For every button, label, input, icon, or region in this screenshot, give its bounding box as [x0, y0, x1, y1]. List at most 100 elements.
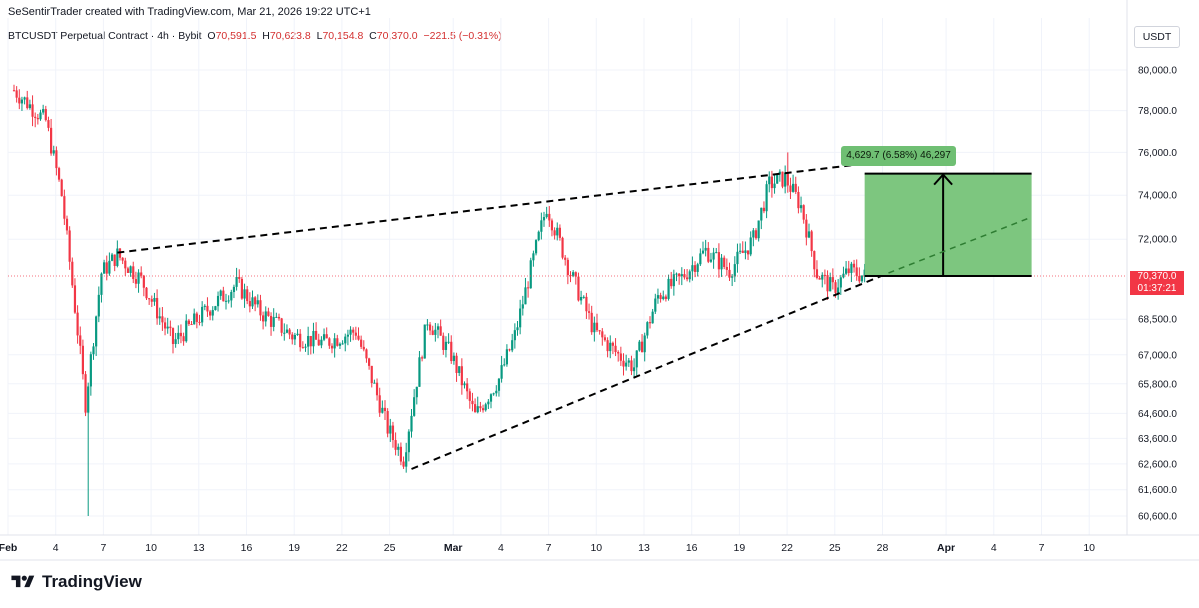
x-tick-label: 13 [193, 542, 205, 554]
candle-body [193, 313, 196, 325]
candle-body [680, 274, 683, 277]
candle-body [823, 274, 826, 276]
candle-body [516, 327, 519, 331]
candle-body [357, 335, 360, 340]
candle-body [741, 250, 744, 253]
candle-body [529, 260, 532, 289]
candle-body [664, 296, 667, 299]
candle-body [87, 386, 90, 413]
candle-body [590, 312, 593, 333]
candle-body [296, 333, 299, 335]
candle-body [855, 267, 858, 276]
candle-body [497, 378, 501, 391]
candle-body [79, 335, 82, 346]
candle-body [640, 341, 644, 353]
candle-body [815, 269, 819, 278]
candle-body [792, 183, 795, 192]
candle-body [852, 263, 856, 268]
candle-body [201, 306, 204, 323]
candle-body [625, 362, 628, 367]
candle-body [15, 90, 18, 98]
candle-body [784, 172, 787, 187]
candle-body [476, 406, 479, 413]
candle-body [648, 322, 652, 324]
candle-body [754, 230, 758, 239]
candle-body [813, 251, 816, 270]
candle-body [699, 253, 702, 265]
low-value: 70,154.8 [322, 30, 364, 42]
candle-body [672, 274, 675, 287]
close-label: C [369, 30, 377, 42]
candle-body [484, 404, 487, 411]
x-tick-label: 10 [145, 542, 157, 554]
candle-body [92, 346, 95, 355]
candle-body [283, 332, 286, 334]
x-tick-label: 22 [336, 542, 348, 554]
y-tick-label: 64,600.0 [1138, 409, 1177, 420]
candle-body [739, 250, 742, 252]
candle-body [346, 334, 349, 337]
upper-trendline [117, 159, 889, 254]
candle-body [651, 311, 654, 324]
candle-body [156, 297, 159, 319]
x-tick-label: Feb [0, 542, 17, 554]
candle-body [267, 311, 270, 316]
x-tick-label: 16 [241, 542, 253, 554]
y-tick-label: 68,500.0 [1138, 315, 1177, 326]
candle-body [860, 275, 864, 282]
candle-body [238, 276, 241, 279]
candle-body [683, 274, 686, 278]
candle-body [307, 335, 310, 347]
candle-body [556, 227, 559, 236]
candle-body [818, 277, 821, 280]
candle-body [394, 440, 397, 450]
candle-body [23, 97, 26, 100]
candle-body [487, 401, 490, 405]
candle-body [68, 230, 71, 262]
candle-body [757, 220, 760, 239]
candle-body [802, 205, 805, 220]
currency-button[interactable]: USDT [1134, 26, 1180, 48]
candle-body [163, 322, 167, 329]
candle-body [564, 257, 567, 260]
candle-body [57, 168, 61, 180]
candle-body [71, 261, 74, 286]
y-tick-label: 78,000.0 [1138, 106, 1177, 117]
x-tick-label: 10 [1083, 542, 1095, 554]
candle-body [582, 296, 585, 298]
candle-body [839, 277, 842, 288]
candle-body [413, 397, 416, 416]
low-label: L [316, 30, 323, 42]
candle-body [325, 334, 328, 339]
y-tick-label: 80,000.0 [1138, 66, 1177, 77]
candle-body [203, 305, 206, 307]
candle-body [580, 296, 583, 301]
candle-body [256, 300, 259, 305]
candle-body [407, 431, 410, 453]
candle-body [688, 271, 691, 280]
candle-body [566, 259, 569, 276]
candle-countdown: 01:37:21 [1130, 283, 1184, 295]
y-tick-label: 65,800.0 [1138, 379, 1177, 390]
candle-body [617, 352, 620, 354]
x-tick-label: 4 [498, 542, 504, 554]
candle-body [805, 219, 808, 238]
measure-arrow-head [933, 173, 953, 186]
candle-body [386, 411, 389, 434]
candle-body [492, 393, 495, 395]
candle-body [826, 275, 829, 292]
candle-body [595, 322, 599, 331]
candle-body [489, 394, 493, 402]
candle-body [423, 324, 426, 359]
candle-body [458, 366, 461, 373]
candle-body [391, 425, 395, 441]
price-axis: 80,000.0 78,000.0 76,000.0 74,000.0 72,000.0… [1126, 0, 1177, 535]
candle-body [50, 127, 53, 154]
candle-body [709, 259, 713, 262]
candle-body [240, 278, 243, 299]
candle-body [434, 329, 437, 335]
candle-body [360, 339, 363, 347]
candle-body [598, 330, 601, 332]
candle-body [60, 179, 63, 197]
